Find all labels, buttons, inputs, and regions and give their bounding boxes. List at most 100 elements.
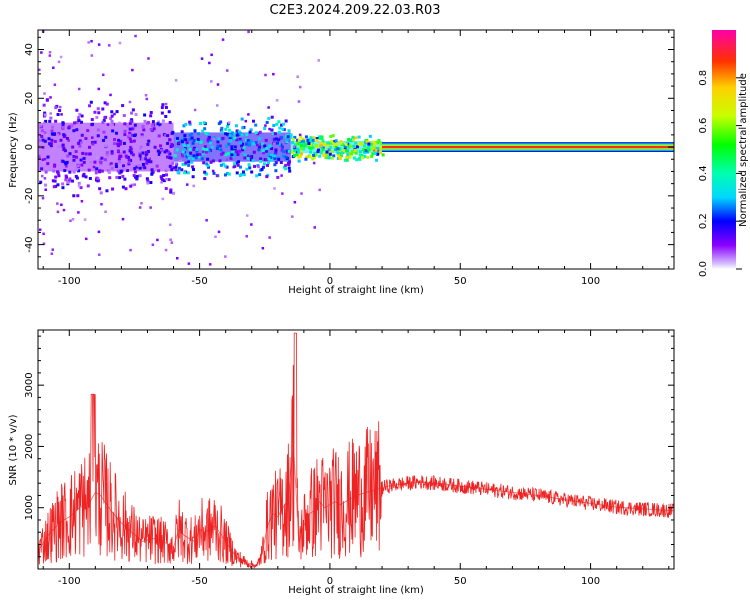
heatmap-noise-cell — [97, 230, 101, 234]
heatmap-cell — [225, 132, 229, 136]
heatmap-cell — [84, 152, 88, 156]
heatmap-cell — [66, 154, 70, 158]
heatmap-cell — [265, 163, 269, 167]
heatmap-cell — [112, 142, 116, 146]
heatmap-cell — [131, 153, 135, 157]
y-tick-label: 20 — [24, 92, 35, 105]
heatmap-cell — [107, 171, 111, 175]
colorbar-axis: 0.0 0.2 0.4 0.6 0.8 — [698, 70, 742, 277]
heatmap-cell — [295, 152, 299, 156]
heatmap-cell — [367, 148, 371, 152]
heatmap-cell — [357, 135, 361, 139]
heatmap-cell — [71, 179, 75, 183]
heatmap-cell — [375, 158, 379, 162]
heatmap-cell — [279, 136, 283, 140]
heatmap-cell — [109, 117, 113, 121]
heatmap-cell — [62, 147, 66, 151]
heatmap-cell — [229, 132, 233, 136]
colorbar-label: Normalized spectral amplitude — [738, 73, 749, 227]
heatmap-cell — [318, 154, 322, 158]
heatmap-cell — [203, 177, 207, 181]
heatmap-cell — [339, 154, 343, 158]
heatmap-noise-cell — [247, 113, 250, 116]
heatmap-cell — [167, 150, 171, 154]
y-tick-label: -20 — [24, 188, 35, 204]
heatmap-noise-cell — [205, 218, 208, 222]
heatmap-cell — [254, 123, 258, 127]
heatmap-cell — [375, 147, 379, 151]
heatmap-cell — [245, 142, 249, 146]
heatmap-cell — [299, 140, 303, 144]
heatmap-cell — [146, 179, 150, 183]
heatmap-cell — [103, 101, 107, 105]
heatmap-cell — [133, 166, 137, 170]
heatmap-cell — [157, 169, 161, 173]
heatmap-cell — [330, 150, 334, 154]
heatmap-noise-cell — [281, 192, 284, 195]
heatmap-cell — [176, 170, 180, 174]
heatmap-cell — [371, 152, 375, 156]
heatmap-cell — [61, 123, 65, 127]
heatmap-cell — [208, 141, 212, 145]
heatmap-noise-cell — [43, 177, 47, 180]
heatmap-cell — [273, 132, 277, 136]
heatmap-cell — [236, 163, 240, 167]
heatmap-noise-cell — [280, 174, 283, 177]
heatmap-cell — [133, 170, 137, 174]
heatmap-cell — [309, 142, 313, 146]
heatmap-cell — [367, 144, 371, 148]
heatmap-cell — [379, 151, 383, 155]
y-tick-label: 40 — [24, 43, 35, 56]
snr-y-axis: 1000 2000 3000 — [24, 335, 674, 558]
heatmap-cell — [62, 135, 66, 139]
heatmap-cell — [103, 158, 107, 162]
heatmap-cell — [259, 157, 263, 161]
heatmap-cell — [146, 160, 150, 164]
heatmap-cell — [110, 151, 114, 155]
heatmap-cell — [365, 140, 369, 144]
heatmap-cell — [199, 140, 203, 144]
heatmap-cell — [48, 119, 52, 123]
heatmap-cell — [233, 132, 237, 136]
heatmap-cell — [80, 163, 84, 167]
heatmap-noise-cell — [80, 199, 84, 203]
heatmap-cell — [263, 126, 267, 130]
heatmap-noise-cell — [246, 154, 250, 158]
heatmap-noise-cell — [160, 181, 163, 184]
heatmap-cell — [95, 115, 99, 119]
heatmap-cell — [122, 114, 126, 118]
heatmap-cell — [311, 146, 315, 150]
heatmap-cell — [255, 174, 259, 178]
heatmap-cell — [235, 131, 239, 135]
heatmap-cell — [98, 187, 102, 191]
heatmap-cell — [353, 156, 357, 160]
heatmap-cell — [71, 145, 75, 149]
heatmap-cell — [321, 148, 325, 152]
heatmap-cell — [334, 145, 338, 149]
heatmap-cell — [357, 156, 361, 160]
x-tick-label: 0 — [327, 276, 333, 287]
heatmap-cell — [265, 175, 269, 179]
heatmap-cell — [54, 119, 58, 123]
heatmap-cell — [181, 162, 185, 166]
heatmap-noise-cell — [296, 75, 299, 78]
heatmap-cell — [170, 168, 174, 172]
heatmap-cell — [317, 148, 321, 152]
heatmap-cell — [122, 150, 126, 154]
heatmap-noise-cell — [56, 210, 60, 214]
heatmap-cell — [118, 142, 122, 146]
heatmap-cell — [95, 167, 99, 171]
heatmap-cell — [111, 187, 115, 191]
heatmap-cell — [270, 115, 274, 119]
heatmap-cell — [121, 185, 125, 189]
heatmap-cell — [98, 170, 102, 174]
heatmap-cell — [64, 162, 68, 166]
heatmap-cell — [175, 148, 179, 152]
heatmap-cell — [319, 141, 323, 145]
heatmap-cell — [118, 127, 122, 131]
heatmap-noise-cell — [175, 257, 179, 260]
heatmap-cell — [248, 130, 252, 134]
heatmap-cell — [216, 140, 220, 144]
heatmap-cell — [184, 138, 188, 142]
heatmap-cell — [100, 156, 104, 160]
